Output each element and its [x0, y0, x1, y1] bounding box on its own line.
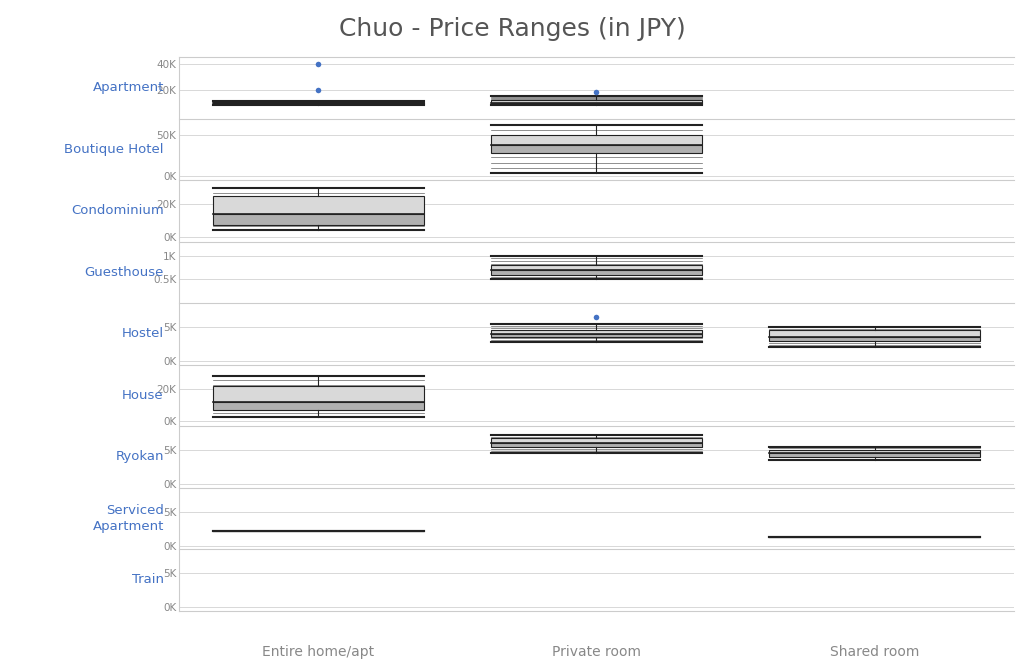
Text: Chuo - Price Ranges (in JPY): Chuo - Price Ranges (in JPY) — [339, 17, 685, 41]
Text: Entire home/apt: Entire home/apt — [262, 645, 375, 659]
Bar — [213, 196, 424, 214]
Bar — [769, 338, 980, 341]
Bar — [490, 333, 702, 338]
Text: Serviced
Apartment: Serviced Apartment — [92, 504, 164, 533]
Text: Shared room: Shared room — [830, 645, 920, 659]
Bar — [490, 135, 702, 145]
Text: Ryokan: Ryokan — [116, 450, 164, 464]
Text: Guesthouse: Guesthouse — [84, 266, 164, 279]
Text: Apartment: Apartment — [92, 81, 164, 95]
Bar — [213, 386, 424, 402]
Text: Private room: Private room — [552, 645, 641, 659]
Text: Hostel: Hostel — [122, 327, 164, 340]
Text: House: House — [122, 389, 164, 402]
Bar — [490, 265, 702, 270]
Bar — [490, 330, 702, 333]
Bar — [769, 330, 980, 338]
Bar — [769, 454, 980, 457]
Text: Boutique Hotel: Boutique Hotel — [65, 143, 164, 156]
Text: Condominium: Condominium — [71, 204, 164, 217]
Bar — [490, 443, 702, 447]
Bar — [490, 270, 702, 274]
Bar — [213, 103, 424, 104]
Bar — [490, 100, 702, 103]
Bar — [490, 103, 702, 105]
Text: Train: Train — [132, 573, 164, 586]
Bar — [213, 102, 424, 103]
Bar — [490, 437, 702, 443]
Bar — [213, 402, 424, 410]
Bar — [490, 145, 702, 153]
Bar — [213, 214, 424, 225]
Bar — [769, 450, 980, 454]
